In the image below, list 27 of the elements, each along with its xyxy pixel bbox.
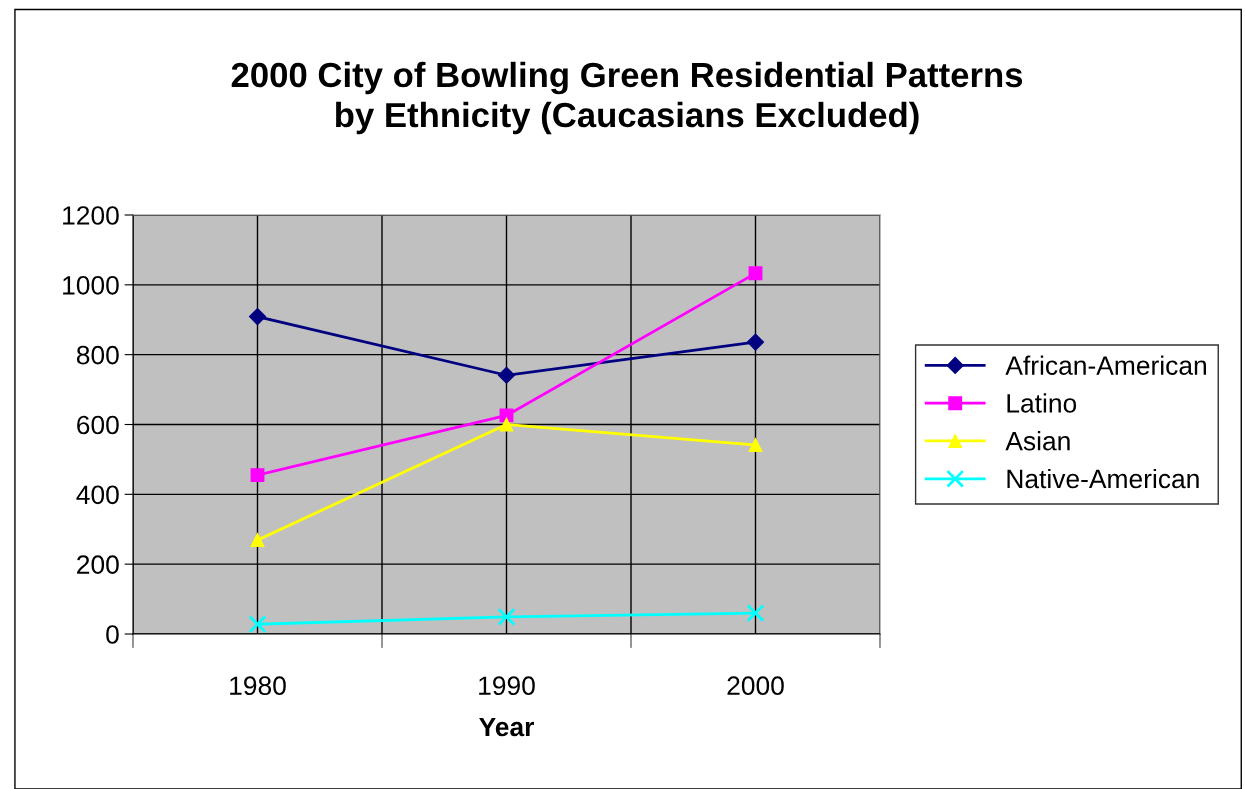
point [250,533,265,548]
y-tick-label: 1000 [63,275,119,295]
point [497,366,516,384]
point [248,615,267,634]
y-tick-label: 400 [76,485,119,505]
point [748,266,763,281]
point [746,333,765,351]
y-tick-label: 800 [76,345,119,365]
x-axis-title: Year [479,717,534,737]
point [497,607,516,626]
point [746,604,765,623]
point [748,438,763,453]
legend-label: African-American [1005,355,1206,375]
legend-label: Native-American [1007,468,1199,489]
x-tick-label: 2000 [727,676,784,696]
point [499,417,514,432]
y-tick-label: 0 [106,625,119,644]
point [248,308,267,326]
x-tick-label: 1990 [479,676,535,696]
legend-label: Latino [1007,393,1077,413]
y-tick-label: 1200 [63,206,119,225]
chart-title: 2000 City of Bowling Green Residential Patterns by Ethnicity (Caucasians Excluded) [231,61,1023,135]
y-tick-label: 200 [77,555,119,574]
legend-label: Asian [1005,431,1070,451]
point [250,468,265,483]
y-tick-label: 600 [77,415,119,435]
x-tick-label: 1980 [230,676,286,696]
